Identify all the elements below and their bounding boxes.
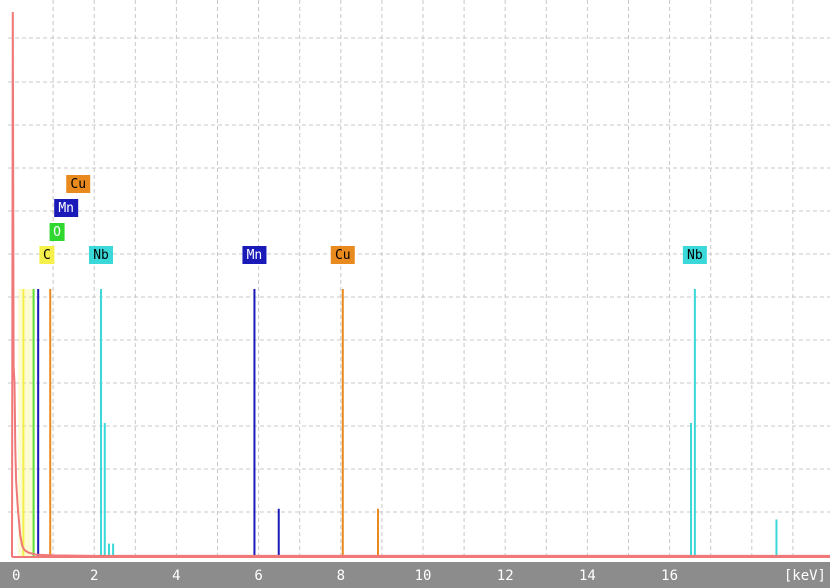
- x-tick-label: 4: [172, 568, 180, 584]
- label-bg-mn: [54, 199, 79, 217]
- element-label-c: C: [43, 248, 51, 263]
- element-label-mn: Mn: [247, 248, 263, 263]
- element-labels: CO Mn Cu Nb Mn Cu Nb: [39, 175, 707, 264]
- label-bg-cu: [66, 175, 91, 193]
- label-bg-mn: [242, 246, 267, 264]
- grid-lines: [8, 0, 830, 557]
- x-tick-label: 16: [661, 568, 678, 584]
- element-label-nb: Nb: [687, 248, 703, 263]
- x-tick-label: 2: [90, 568, 98, 584]
- label-bg-nb: [89, 246, 114, 264]
- element-label-mn: Mn: [58, 201, 74, 216]
- x-axis-unit-label: [keV]: [784, 568, 826, 584]
- element-label-o: O: [53, 225, 61, 240]
- label-bg-cu: [330, 246, 355, 264]
- marker-band-c: [18, 289, 35, 557]
- element-label-cu: Cu: [70, 177, 86, 192]
- label-bg-c: [39, 246, 55, 264]
- element-label-cu: Cu: [335, 248, 351, 263]
- x-tick-label: 12: [497, 568, 514, 584]
- x-axis-bar: [0, 562, 830, 588]
- x-axis-ticks: 0 2 4 6 8 10 12 14 16: [12, 568, 678, 584]
- label-bg-o: [49, 223, 65, 241]
- x-tick-label: 0: [12, 568, 20, 584]
- label-bg-nb: [682, 246, 707, 264]
- x-tick-label: 6: [254, 568, 262, 584]
- x-tick-label: 14: [579, 568, 596, 584]
- marker-lines: [12, 289, 830, 558]
- plot-background: [8, 0, 830, 560]
- element-label-nb: Nb: [93, 248, 109, 263]
- x-tick-label: 8: [337, 568, 345, 584]
- x-tick-label: 10: [415, 568, 432, 584]
- spectrum-trace: [11, 11, 830, 558]
